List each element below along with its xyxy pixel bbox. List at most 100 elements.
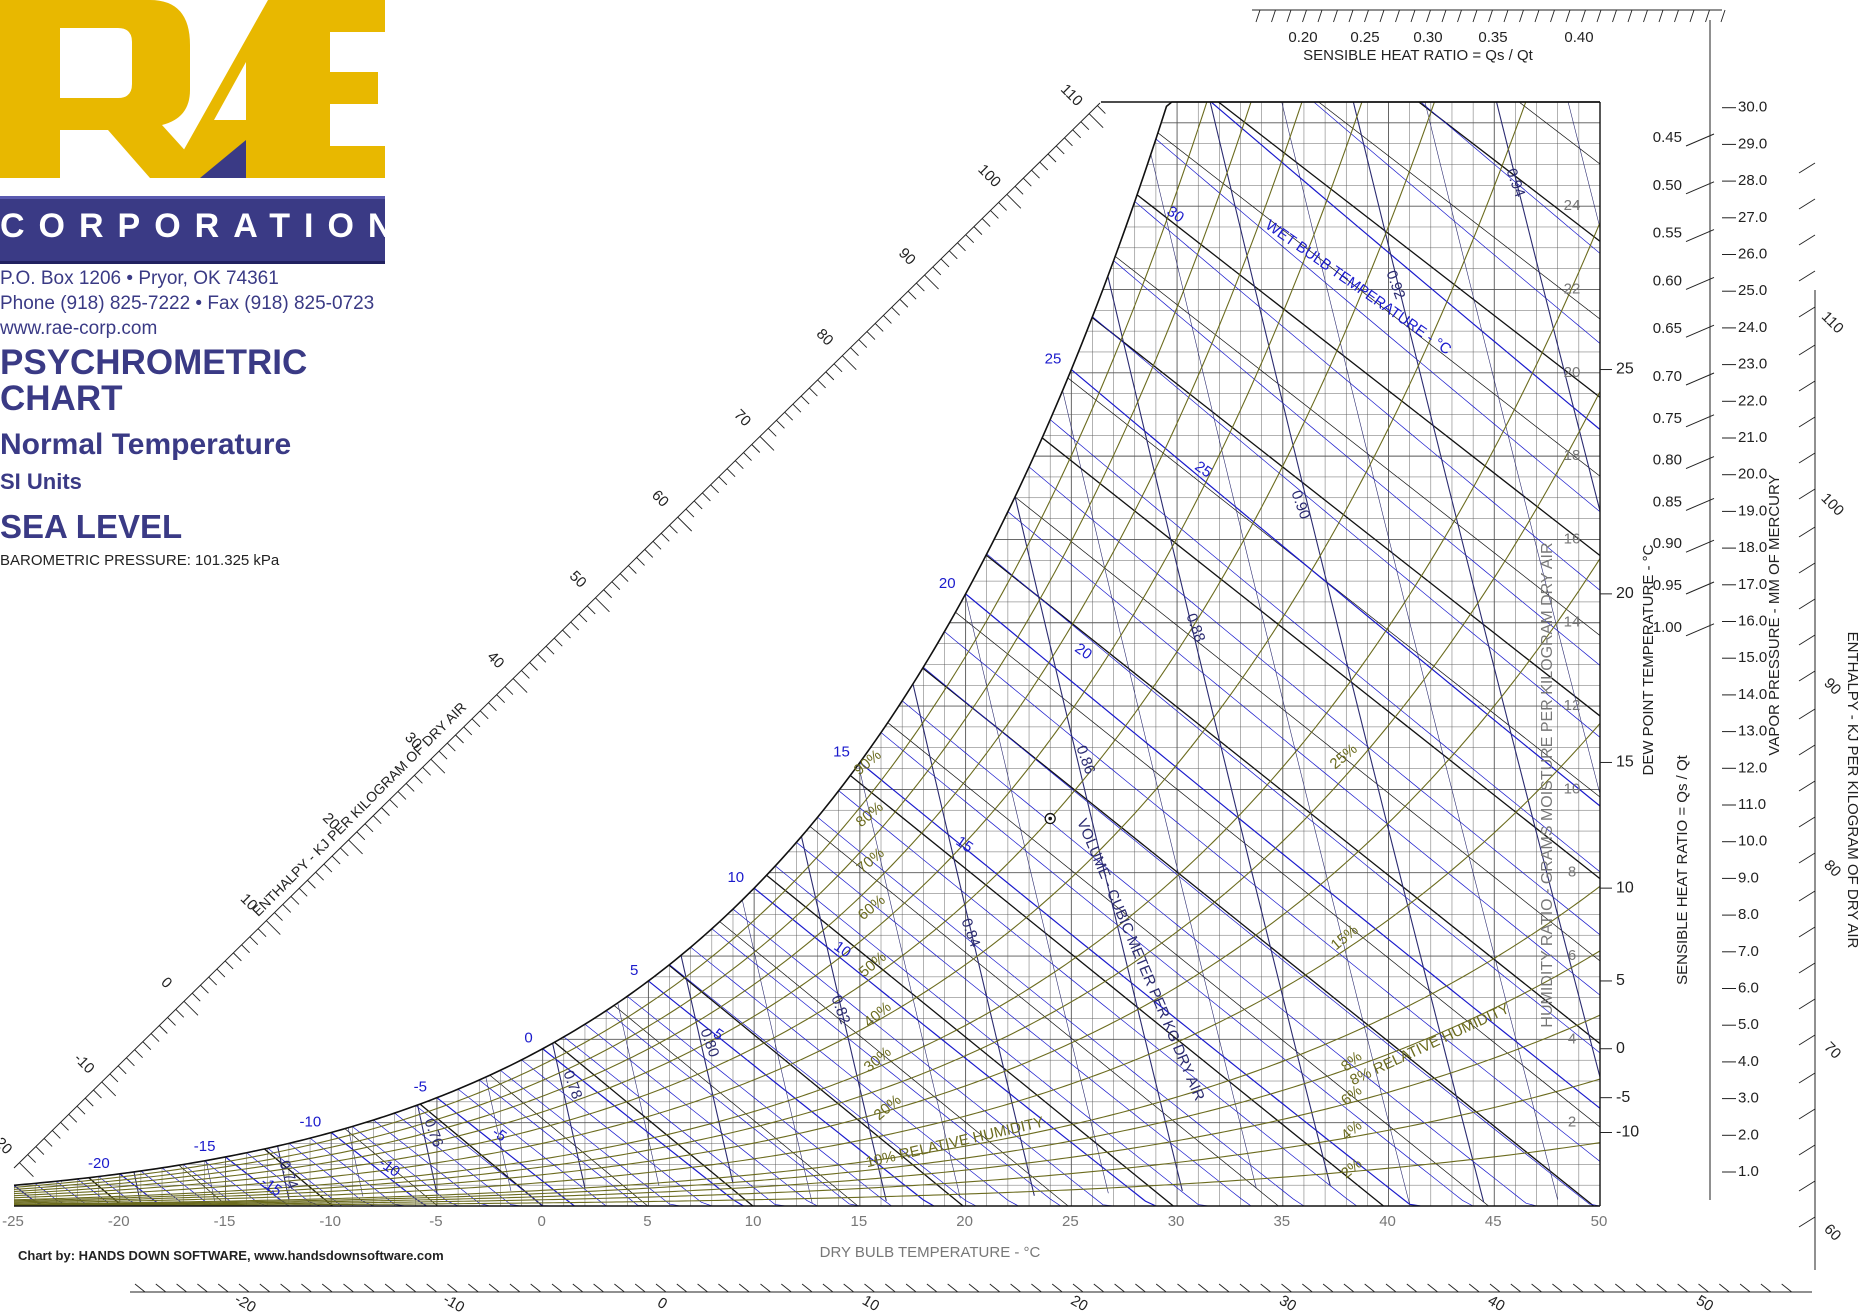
enthalpy-left-tick <box>175 1009 185 1018</box>
volume-tick-label: 0.88 <box>1183 611 1209 644</box>
volume-line <box>130 102 364 1197</box>
volume-tick-label: 0.94 <box>1503 166 1529 199</box>
enthalpy-left-tick <box>948 250 958 260</box>
volume-line <box>14 947 62 1183</box>
vapor-pressure-tick-label: 18.0 <box>1738 539 1767 556</box>
enthalpy-left-tick <box>93 1089 102 1099</box>
vapor-pressure-tick-label: 26.0 <box>1738 245 1767 262</box>
enthalpy-left-tick <box>381 807 390 816</box>
shr-top-minor-tick <box>1333 9 1338 23</box>
enthalpy-right-tick <box>1798 634 1816 646</box>
enthalpy-bottom-tick <box>468 1283 479 1293</box>
enthalpy-bottom-tick <box>447 1283 458 1293</box>
enthalpy-left-tick <box>924 274 939 290</box>
shr-top-minor-tick <box>1255 9 1261 23</box>
vapor-pressure-tick-label: 11.0 <box>1738 796 1766 813</box>
enthalpy-left-tick <box>504 686 514 695</box>
enthalpy-line <box>14 102 18 1206</box>
enthalpy-bottom-tick <box>1760 1283 1772 1293</box>
enthalpy-left-tick <box>743 452 752 461</box>
enthalpy-left-tick <box>907 290 917 300</box>
enthalpy-bottom-tick <box>1281 1283 1292 1293</box>
shr-top-tick-label: 0.40 <box>1564 29 1593 46</box>
enthalpy-bottom-tick <box>1739 1283 1751 1293</box>
wet-bulb-field-label: 10 <box>831 938 854 961</box>
dew-point-tick-label: -5 <box>1616 1089 1630 1106</box>
dry-bulb-tick-label: -25 <box>2 1213 24 1230</box>
enthalpy-bottom-tick <box>1406 1283 1418 1293</box>
enthalpy-left-tick <box>817 379 826 389</box>
wet-bulb-line <box>352 1126 459 1206</box>
enthalpy-right-tick <box>1798 526 1816 538</box>
enthalpy-left-tick <box>397 791 407 800</box>
vapor-pressure-tick-label: 29.0 <box>1738 135 1767 152</box>
dry-bulb-tick-label: 30 <box>1168 1213 1185 1230</box>
shr-right-tick <box>1685 181 1715 195</box>
enthalpy-left-tick <box>298 887 308 897</box>
enthalpy-bottom-tick <box>1364 1283 1375 1293</box>
enthalpy-left-tick <box>142 1041 152 1050</box>
enthalpy-bottom-tick <box>1031 1283 1042 1293</box>
humidity-ratio-tick-label: 20 <box>1564 364 1581 381</box>
dry-bulb-tick-label: -10 <box>319 1213 341 1230</box>
humidity-ratio-tick-label: 6 <box>1568 947 1576 964</box>
enthalpy-right-tick <box>1798 670 1816 682</box>
dry-bulb-tick-label: 45 <box>1485 1213 1502 1230</box>
wet-bulb-line <box>415 1105 554 1206</box>
shr-top-minor-tick <box>1612 9 1617 23</box>
enthalpy-left-tick <box>883 315 892 324</box>
wet-bulb-tick-label: -10 <box>300 1113 322 1130</box>
rh-curve-label: 70% <box>854 844 888 876</box>
volume-tick-label: 0.78 <box>560 1068 586 1101</box>
vapor-pressure-tick-label: 24.0 <box>1738 319 1767 336</box>
enthalpy-left-tick <box>430 758 446 774</box>
enthalpy-bottom-tick-label: 40 <box>1485 1292 1508 1314</box>
dry-bulb-tick-label: 5 <box>643 1213 651 1230</box>
wet-bulb-line <box>796 842 1252 1206</box>
enthalpy-right-tick-label: 60 <box>1820 1221 1844 1245</box>
enthalpy-left-tick <box>60 1122 69 1131</box>
shr-top-minor-tick <box>1286 9 1292 23</box>
enthalpy-bottom-tick <box>1093 1283 1105 1293</box>
chart-title: PSYCHROMETRIC CHART <box>0 345 307 417</box>
enthalpy-right-tick <box>1798 816 1816 828</box>
enthalpy-left-tick <box>562 629 571 639</box>
enthalpy-bottom-tick <box>1155 1283 1167 1293</box>
shr-right-tick-label: 0.85 <box>1653 493 1682 510</box>
wet-bulb-tick-label: 0 <box>524 1030 532 1047</box>
enthalpy-left-tick <box>496 694 506 703</box>
enthalpy-left-tick <box>833 363 843 373</box>
volume-tick-label: 0.84 <box>958 916 984 949</box>
enthalpy-left-tick <box>1014 185 1024 195</box>
rh-curve-6 <box>14 1014 1600 1206</box>
enthalpy-bottom-tick <box>1177 1283 1188 1293</box>
enthalpy-left-tick <box>1047 153 1057 163</box>
company-web: www.rae-corp.com <box>0 318 158 339</box>
wet-bulb-line <box>436 1097 575 1206</box>
enthalpy-right-tick <box>1798 1108 1816 1120</box>
enthalpy-left-tick <box>693 500 703 510</box>
enthalpy-right-tick <box>1798 926 1816 938</box>
enthalpy-left-tick <box>545 645 555 655</box>
vapor-pressure-tick-label: 4.0 <box>1738 1053 1759 1070</box>
enthalpy-left-tick <box>800 395 810 405</box>
enthalpy-left-tick <box>685 508 695 518</box>
enthalpy-left-tick <box>718 476 728 486</box>
enthalpy-bottom-tick <box>1594 1283 1605 1293</box>
vapor-pressure-tick-label: 3.0 <box>1738 1090 1759 1107</box>
shr-top-axis-label: SENSIBLE HEAT RATIO = Qs / Qt <box>1303 47 1533 64</box>
enthalpy-bottom-tick <box>1448 1283 1459 1293</box>
enthalpy-left-tick <box>35 1146 45 1155</box>
wet-bulb-line <box>944 631 1600 1206</box>
enthalpy-left-tick <box>866 331 876 340</box>
enthalpy-bottom-tick-label: 30 <box>1276 1292 1299 1314</box>
enthalpy-left-tick <box>101 1081 117 1097</box>
enthalpy-line <box>14 102 228 1206</box>
enthalpy-bottom-tick <box>1385 1283 1397 1293</box>
wet-bulb-field-label: 20 <box>1072 640 1095 663</box>
humidity-ratio-tick-label: 2 <box>1568 1114 1576 1131</box>
enthalpy-right-tick <box>1798 488 1816 500</box>
enthalpy-left-tick <box>990 210 999 219</box>
enthalpy-left-tick <box>899 298 909 308</box>
enthalpy-left-tick <box>356 831 366 841</box>
